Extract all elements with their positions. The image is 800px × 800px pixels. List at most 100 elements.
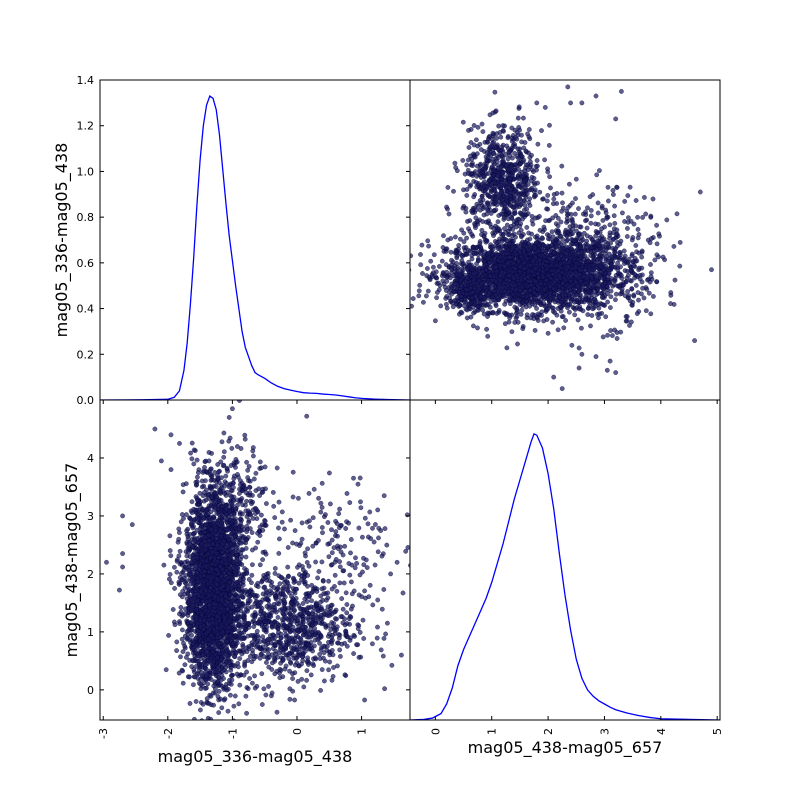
scatter-point xyxy=(544,277,549,283)
scatter-point xyxy=(496,226,502,232)
scatter-point xyxy=(515,275,521,280)
scatter-point xyxy=(581,230,587,236)
scatter-point xyxy=(598,252,603,258)
scatter-point xyxy=(614,330,620,335)
scatter-point xyxy=(535,271,541,276)
scatter-point xyxy=(490,309,496,315)
scatter-point xyxy=(588,253,594,258)
scatter-point xyxy=(236,701,242,707)
scatter-point xyxy=(648,274,654,279)
scatter-point xyxy=(461,239,467,245)
scatter-point xyxy=(468,171,474,176)
scatter-point xyxy=(588,213,594,219)
scatter-point xyxy=(545,232,550,237)
scatter-point xyxy=(467,229,473,234)
scatter-point xyxy=(507,297,512,302)
scatter-point xyxy=(459,253,465,258)
scatter-point xyxy=(554,277,560,283)
scatter-point xyxy=(479,121,485,127)
scatter-point xyxy=(471,123,477,128)
scatter-point xyxy=(496,155,501,160)
panel-0-plot-area xyxy=(100,94,410,400)
scatter-point xyxy=(537,227,543,233)
scatter-point xyxy=(470,163,475,168)
scatter-point xyxy=(180,627,185,633)
scatter-point xyxy=(648,270,654,276)
scatter-point xyxy=(561,256,566,261)
panel-1-plot-area xyxy=(410,84,714,391)
scatter-point xyxy=(504,163,509,169)
scatter-point xyxy=(464,235,469,241)
scatter-point xyxy=(563,318,568,323)
scatter-point xyxy=(516,104,522,110)
scatter-point xyxy=(179,512,185,517)
scatter-point xyxy=(515,115,521,121)
scatter-point xyxy=(611,192,616,197)
scatter-point xyxy=(237,682,243,688)
scatter-point xyxy=(532,328,538,333)
scatter-point xyxy=(631,292,637,298)
scatter-point xyxy=(482,285,488,291)
scatter-point xyxy=(635,235,641,241)
scatter-point xyxy=(410,303,414,309)
scatter-point xyxy=(459,310,465,316)
scatter-point xyxy=(545,193,551,198)
scatter-point xyxy=(525,182,531,187)
scatter-point xyxy=(674,211,680,217)
scatter-point xyxy=(550,215,555,221)
scatter-point xyxy=(583,218,588,224)
scatter-point xyxy=(520,291,525,296)
scatter-point xyxy=(500,251,506,256)
scatter-point xyxy=(507,190,513,196)
scatter-point xyxy=(418,262,424,268)
scatter-point xyxy=(542,287,547,293)
scatter-point xyxy=(472,251,478,256)
scatter-point xyxy=(560,237,566,242)
scatter-point xyxy=(572,211,578,217)
scatter-point xyxy=(469,208,474,214)
scatter-point xyxy=(187,701,193,706)
scatter-point xyxy=(537,189,543,195)
scatter-point xyxy=(610,333,615,338)
scatter-point xyxy=(509,138,515,144)
scatter-point xyxy=(491,288,497,294)
scatter-point xyxy=(509,216,515,221)
scatter-point xyxy=(594,275,599,281)
scatter-point xyxy=(608,240,613,246)
scatter-point xyxy=(474,173,480,179)
scatter-point xyxy=(167,548,173,553)
scatter-point xyxy=(528,162,534,168)
scatter-point xyxy=(534,233,540,239)
scatter-point xyxy=(477,239,483,244)
scatter-point xyxy=(572,299,577,305)
scatter-point xyxy=(498,195,503,201)
scatter-point xyxy=(531,175,537,181)
scatter-point xyxy=(642,195,647,200)
scatter-point xyxy=(597,243,603,248)
scatter-point xyxy=(517,183,523,189)
scatter-point xyxy=(583,280,589,286)
scatter-point xyxy=(477,299,483,305)
scatter-point xyxy=(621,248,627,254)
scatter-point xyxy=(463,209,469,215)
scatter-point xyxy=(648,213,654,219)
scatter-point xyxy=(440,278,446,284)
scatter-point xyxy=(634,311,640,316)
scatter-point xyxy=(448,249,454,255)
scatter-point xyxy=(664,217,670,223)
scatter-point xyxy=(521,242,527,248)
scatter-point xyxy=(462,299,467,305)
scatter-point xyxy=(521,207,527,213)
scatter-point xyxy=(484,184,489,189)
scatter-point xyxy=(560,281,566,286)
scatter-point xyxy=(560,205,566,211)
scatter-point xyxy=(504,277,510,283)
scatter-point xyxy=(496,177,501,183)
scatter-point xyxy=(574,228,579,234)
scatter-point xyxy=(524,225,530,230)
scatter-point xyxy=(425,266,430,271)
scatter-point xyxy=(471,245,477,250)
scatter-point xyxy=(540,253,545,258)
scatter-point xyxy=(633,243,639,248)
scatter-point xyxy=(586,258,591,264)
